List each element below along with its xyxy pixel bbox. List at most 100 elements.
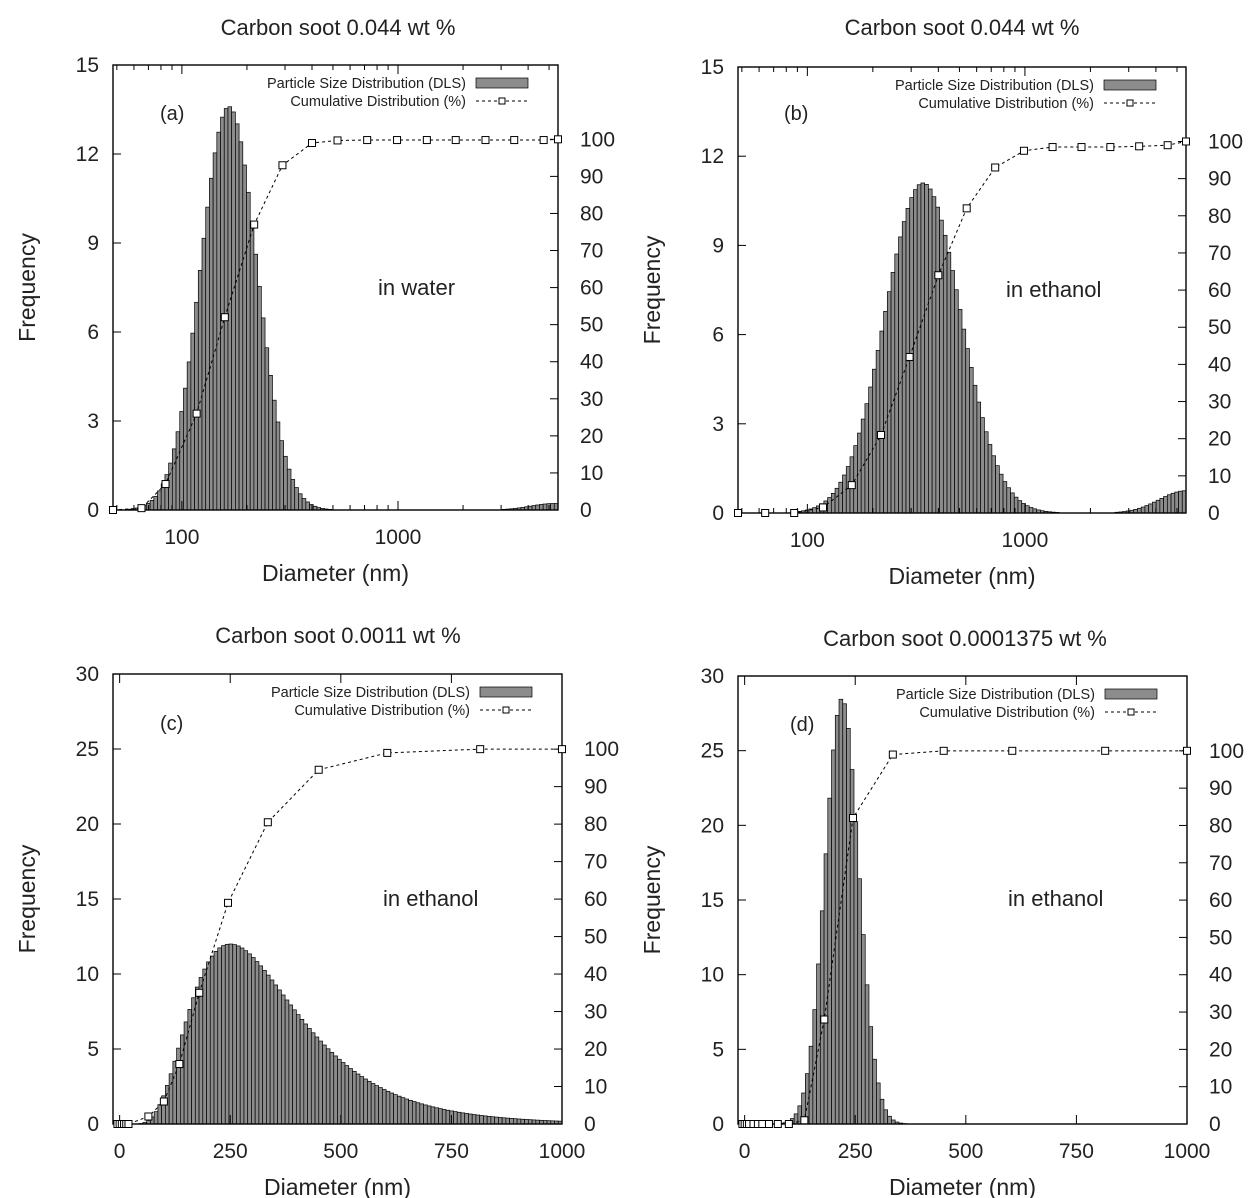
histogram-bar [243, 950, 249, 1125]
cumulative-point [422, 136, 431, 145]
histogram-bar [235, 123, 240, 511]
cumulative-point [790, 509, 799, 517]
histogram-bar [213, 951, 219, 1125]
y-tick-label: 12 [76, 143, 99, 166]
histogram-bar [876, 1082, 881, 1125]
legend: Particle Size Distribution (DLS) Cumulati… [895, 78, 1157, 112]
histogram-bar [501, 1117, 507, 1125]
cumulative-point [761, 509, 770, 517]
histogram-bar [322, 1044, 327, 1125]
histogram-bar [434, 1107, 439, 1125]
y2-tick-label: 70 [580, 240, 603, 263]
legend-label-cumulative: Cumulative Distribution (%) [918, 96, 1094, 112]
x-axis: 100 1000 [741, 67, 1178, 552]
x-tick-label: 100 [164, 526, 199, 549]
histogram-bar [153, 1111, 159, 1125]
histogram-bar [857, 432, 862, 514]
cumulative-point [224, 898, 233, 907]
histogram-bar [190, 332, 195, 511]
histogram-bar [254, 961, 260, 1125]
histogram-bar [453, 1111, 458, 1125]
histogram-bar [231, 111, 236, 511]
cumulative-point [278, 161, 287, 170]
histogram-bar [823, 853, 829, 1125]
histogram-bar [314, 1036, 320, 1125]
histogram-bar [194, 986, 200, 1125]
panel-letter: (c) [160, 713, 183, 735]
y-axis-right: 0 10 20 30 40 50 60 70 80 90 100 [1178, 130, 1243, 525]
histogram-bar [153, 495, 158, 511]
y-axis-left: 0 3 6 9 12 15 [76, 54, 121, 522]
histogram-bar [168, 1073, 174, 1125]
cumulative-point [847, 481, 856, 490]
histogram-bar [1140, 506, 1146, 514]
histogram-bar [216, 131, 221, 511]
histogram-bar [972, 384, 978, 514]
y-tick-label: 30 [76, 663, 99, 686]
histogram-bar [965, 348, 970, 514]
histogram-bar [275, 421, 281, 511]
histogram-bar [486, 1115, 492, 1125]
y2-tick-label: 40 [1209, 964, 1232, 987]
y-axis-left: 0 5 10 15 20 25 30 [76, 663, 121, 1136]
histogram-bar [273, 984, 278, 1125]
cumulative-point [383, 748, 392, 757]
y-tick-label: 15 [76, 888, 99, 911]
histogram-bar [186, 361, 192, 511]
histogram-bar [284, 999, 290, 1125]
histogram-bar [299, 1019, 305, 1125]
histogram-bar [272, 399, 277, 511]
histogram-bar [935, 206, 940, 514]
cumulative-point [250, 220, 259, 229]
histogram-bar [408, 1099, 413, 1125]
histogram-bar [998, 473, 1004, 514]
histogram-bar [305, 501, 310, 511]
y-tick-label: 25 [701, 740, 724, 763]
histogram-bar [520, 1118, 525, 1125]
y-axis-label: Frequency [14, 233, 40, 342]
histogram-bar [415, 1102, 421, 1125]
histogram-bar [991, 455, 996, 514]
histogram-bar [257, 286, 262, 511]
histogram-bar [292, 1009, 297, 1125]
y2-tick-label: 0 [584, 1113, 596, 1136]
histogram-bar [344, 1065, 350, 1125]
histogram-bar [987, 444, 993, 514]
cumulative-point [758, 1120, 767, 1128]
histogram-bar [355, 1073, 361, 1125]
histogram-bar [359, 1076, 365, 1125]
y-tick-label: 3 [87, 410, 99, 433]
histogram-bar [202, 968, 207, 1125]
legend-swatch-histogram [1103, 79, 1157, 91]
legend: Particle Size Distribution (DLS) Cumulati… [267, 76, 529, 110]
histogram-bar [887, 1115, 892, 1125]
y2-tick-label: 100 [1208, 130, 1243, 153]
y-tick-label: 15 [701, 56, 724, 79]
cumulative-point [888, 750, 897, 759]
y2-tick-label: 40 [580, 351, 603, 374]
y-axis-label: Frequency [639, 235, 665, 344]
histogram-bar [505, 1117, 510, 1125]
x-axis-label: Diameter (nm) [262, 560, 409, 586]
histogram-bar [294, 487, 299, 511]
y-axis-left: 0 5 10 15 20 25 30 [701, 665, 746, 1136]
x-tick-label: 1000 [375, 526, 422, 549]
histogram-bar [389, 1092, 394, 1125]
y2-tick-label: 60 [584, 888, 607, 911]
histogram-bar [423, 1104, 428, 1125]
y2-tick-label: 10 [1209, 1076, 1232, 1099]
histogram-bar [931, 196, 937, 514]
histogram-bar [400, 1097, 406, 1125]
cumulative-point [939, 746, 948, 755]
y-tick-label: 0 [87, 499, 99, 522]
histogram-bar [834, 487, 840, 514]
histogram-bar [980, 417, 985, 514]
histogram-bar [212, 152, 218, 511]
cumulative-point [1182, 137, 1190, 146]
histogram-bar [845, 466, 851, 514]
histogram-bar [513, 1118, 518, 1125]
histogram-bar [206, 961, 211, 1125]
cumulative-point [1135, 142, 1144, 151]
histogram-bar [509, 1118, 514, 1125]
y2-tick-label: 90 [1208, 168, 1231, 191]
